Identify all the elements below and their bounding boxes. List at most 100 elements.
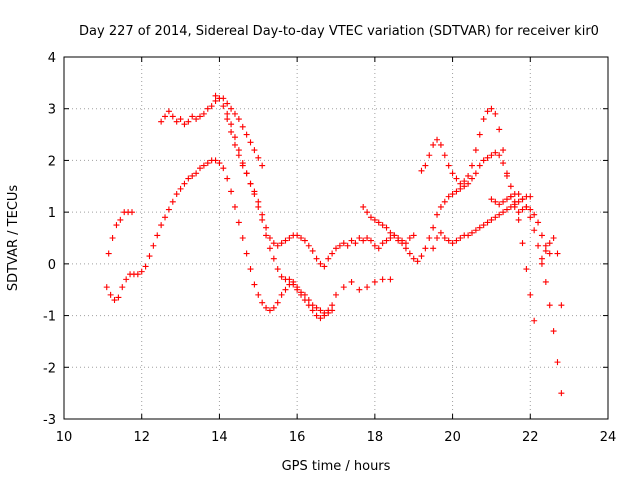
data-point [511,201,518,208]
data-point [430,245,437,252]
data-point [278,291,285,298]
data-point [278,273,285,280]
data-point [383,224,390,231]
data-point [360,203,367,210]
data-point [356,235,363,241]
data-point [542,242,549,249]
data-point [239,235,246,241]
y-axis-label: SDTVAR / TECUs [6,185,21,292]
data-point [399,240,406,247]
x-tick-label: 20 [444,430,461,445]
data-point [476,131,483,138]
data-point [263,232,270,239]
data-point [558,390,565,397]
data-point [224,100,231,107]
data-point [472,170,479,177]
data-point [449,191,456,198]
data-point [546,302,553,309]
data-point [554,250,561,257]
data-point [251,147,258,154]
data-point [480,222,487,229]
series-trace-3 [158,95,266,169]
data-point [270,304,277,311]
data-point [422,162,429,169]
x-tick-label: 18 [367,430,384,445]
data-point [193,170,200,177]
data-point [379,276,386,283]
data-point [235,116,242,123]
data-point [298,235,305,241]
data-point [558,302,565,309]
data-point [457,180,464,187]
series-trace-1 [105,209,135,257]
data-point [492,110,499,117]
data-point [119,284,126,291]
data-point [235,147,242,154]
data-point [197,113,203,120]
data-point [503,196,510,203]
data-point [484,219,491,226]
x-axis-label: GPS time / hours [282,459,391,474]
data-point [348,278,355,285]
data-point [375,245,382,252]
data-point [333,291,339,298]
data-point [228,128,235,135]
data-point [123,276,130,283]
data-point [325,255,332,262]
data-point [270,255,277,262]
data-point [507,183,514,190]
data-point [255,154,262,161]
data-point [360,237,367,244]
data-point [461,178,468,185]
data-point [434,136,441,143]
data-point [243,250,250,257]
data-point [129,209,135,216]
data-point [309,302,316,309]
data-point [231,110,238,117]
data-point [243,170,250,177]
data-point [134,271,141,278]
data-point [367,214,374,221]
data-point [162,214,169,221]
data-point [243,131,250,138]
data-point [317,315,324,322]
data-point [290,278,297,285]
data-point [325,309,332,316]
data-point [535,219,542,226]
data-point [212,92,219,99]
data-point [150,242,157,249]
data-point [247,139,254,146]
series-trace-6 [360,149,538,324]
data-point [527,214,534,221]
data-point [371,242,378,249]
data-point [503,172,510,179]
data-point [317,260,324,267]
data-point [228,121,235,128]
data-point [426,235,433,241]
data-point [117,216,124,223]
data-point [274,242,281,249]
data-point [305,242,312,249]
data-point [235,219,242,226]
x-tick-label: 16 [289,430,306,445]
data-point [488,216,495,223]
data-point [301,291,308,298]
data-point [430,224,437,231]
data-point [333,245,339,252]
data-point [231,203,238,210]
data-point [321,263,328,270]
x-tick-label: 22 [522,430,539,445]
data-point [538,260,545,267]
data-point [472,227,479,234]
data-point [496,201,503,208]
data-point [255,198,262,205]
data-point [453,175,460,182]
data-point [546,250,553,257]
data-point [344,242,351,249]
data-point [449,240,456,247]
data-point [469,175,475,182]
data-point [146,253,153,260]
data-point [488,196,495,203]
data-point [109,235,116,241]
data-point [387,235,394,241]
